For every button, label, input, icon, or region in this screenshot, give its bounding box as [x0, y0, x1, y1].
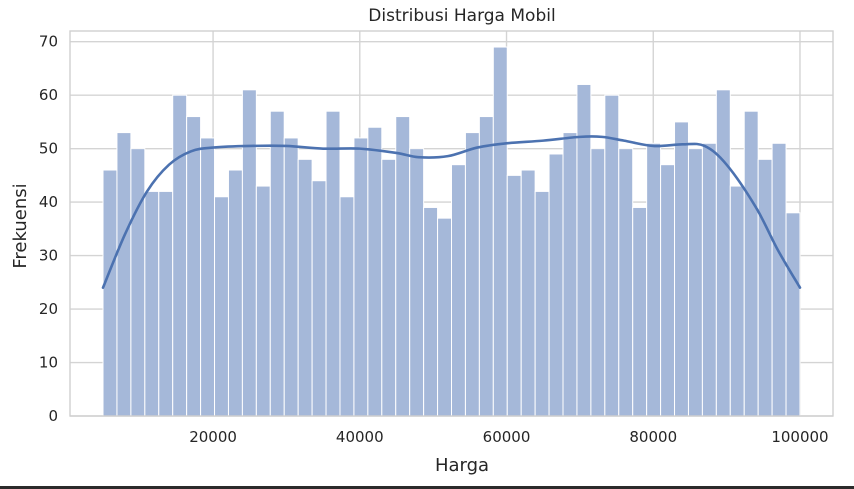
- histogram-bar: [478, 116, 494, 417]
- histogram-bar: [255, 185, 271, 417]
- y-tick-label: 30: [39, 247, 58, 265]
- x-axis-title: Harga: [435, 455, 489, 476]
- x-tick-label: 80000: [629, 428, 677, 446]
- chart-title: Distribusi Harga Mobil: [368, 6, 555, 26]
- histogram-bar: [297, 158, 313, 417]
- histogram-bar: [464, 132, 480, 417]
- histogram-bar: [590, 148, 606, 417]
- histogram-bar: [660, 164, 676, 417]
- x-tick-label: 40000: [336, 428, 384, 446]
- histogram-bar: [520, 169, 536, 417]
- histogram-bar: [144, 190, 160, 417]
- y-axis-title: Frekuensi: [10, 183, 31, 268]
- histogram-bar: [423, 206, 439, 417]
- x-tick-label: 60000: [483, 428, 531, 446]
- histogram-bar: [618, 148, 634, 417]
- histogram-bar: [325, 110, 341, 417]
- histogram-bars: [102, 46, 801, 417]
- histogram-bar: [632, 206, 648, 417]
- histogram-bar: [437, 217, 452, 417]
- histogram-bar: [646, 142, 662, 417]
- histogram-bar: [409, 148, 425, 417]
- histogram-bar: [729, 185, 745, 417]
- histogram-bar: [367, 126, 383, 417]
- y-tick-label: 50: [39, 140, 58, 158]
- histogram-bar: [506, 174, 522, 417]
- y-tick-label: 20: [39, 300, 58, 318]
- histogram-bar: [757, 158, 773, 417]
- histogram-bar: [116, 132, 132, 417]
- histogram-bar: [687, 148, 703, 417]
- x-tick-label: 20000: [189, 428, 237, 446]
- histogram-bar: [492, 46, 508, 417]
- histogram-bar: [604, 94, 620, 417]
- y-tick-label: 40: [39, 193, 58, 211]
- histogram-bar: [395, 116, 411, 417]
- histogram-bar: [715, 89, 731, 417]
- histogram-bar: [534, 190, 550, 417]
- y-tick-labels: 0 10 20 30 40 50 60 70: [39, 33, 58, 425]
- histogram-bar: [102, 169, 118, 417]
- histogram-bar: [451, 164, 466, 417]
- histogram-bar: [172, 94, 188, 417]
- plot-frame: [69, 30, 834, 417]
- histogram-bar: [576, 83, 592, 417]
- histogram-bar: [158, 190, 174, 417]
- histogram-bar: [241, 89, 257, 417]
- histogram-bar: [785, 212, 801, 417]
- histogram-bar: [227, 169, 243, 417]
- histogram-bar: [771, 142, 787, 417]
- y-tick-label: 0: [48, 407, 58, 425]
- histogram-bar: [186, 116, 202, 417]
- y-tick-label: 70: [39, 33, 58, 51]
- kde-curve: [101, 135, 802, 289]
- histogram-bar: [743, 110, 759, 417]
- histogram-bar: [269, 110, 285, 417]
- histogram-bar: [562, 132, 578, 417]
- histogram-bar: [311, 180, 327, 417]
- histogram-bar: [200, 137, 216, 417]
- x-tick-labels: 20000 40000 60000 80000 100000: [189, 428, 828, 446]
- y-tick-label: 60: [39, 86, 58, 104]
- bottom-border: [0, 486, 854, 489]
- y-tick-label: 10: [39, 354, 58, 372]
- histogram-bar: [701, 142, 717, 417]
- histogram-bar: [339, 196, 355, 417]
- histogram-bar: [214, 196, 229, 417]
- histogram-bar: [283, 137, 299, 417]
- histogram-bar: [130, 148, 146, 417]
- histogram-bar: [674, 121, 689, 417]
- histogram-bar: [353, 137, 369, 417]
- x-tick-label: 100000: [771, 428, 828, 446]
- histogram-bar: [548, 153, 564, 417]
- histogram-bar: [381, 158, 397, 417]
